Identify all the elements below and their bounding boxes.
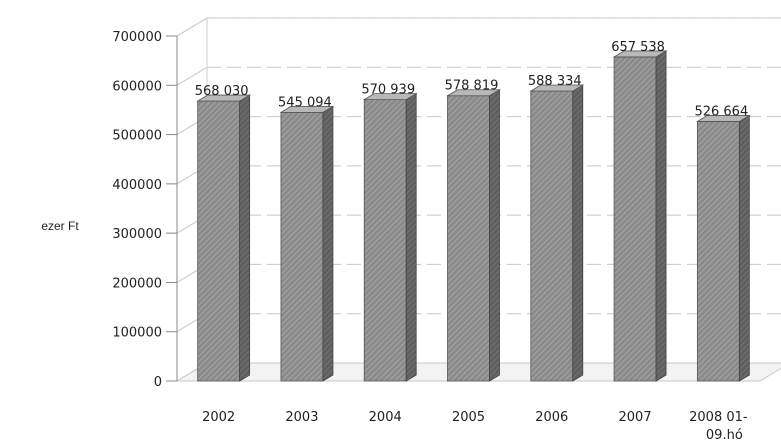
bar-front bbox=[447, 95, 490, 382]
bar bbox=[695, 114, 751, 382]
bar-front bbox=[530, 90, 574, 382]
bar bbox=[446, 89, 501, 382]
x-axis: 2002 2003 2004 2005 2006 2007 2008 01-09.hó bbox=[202, 410, 748, 443]
bar-top bbox=[695, 115, 751, 122]
y-tick-label: 0 bbox=[154, 375, 162, 390]
bar-top bbox=[196, 94, 252, 102]
x-tick-label: 2002 bbox=[202, 410, 235, 425]
x-tick-label: 2003 bbox=[285, 410, 318, 425]
bar-side bbox=[489, 89, 500, 382]
x-tick-label: 2005 bbox=[452, 410, 485, 425]
bar-top bbox=[279, 105, 335, 113]
y-axis-label: ezer Ft bbox=[41, 219, 79, 233]
data-label: 568 030 bbox=[195, 84, 249, 99]
x-tick-label: 2007 bbox=[619, 410, 652, 425]
bar-front bbox=[696, 121, 740, 382]
y-axis: 0 100000 200000 300000 400000 500000 600000 700… bbox=[112, 30, 178, 390]
data-label: 588 334 bbox=[528, 74, 582, 89]
bar bbox=[362, 92, 418, 382]
data-label: 526 664 bbox=[694, 104, 748, 119]
y-tick-label: 700000 bbox=[112, 30, 162, 45]
bar bbox=[279, 105, 335, 382]
x-tick-label: 2006 bbox=[535, 410, 568, 425]
data-label: 545 094 bbox=[278, 95, 332, 110]
bar-front bbox=[197, 100, 241, 382]
x-tick-label: 2004 bbox=[369, 410, 402, 425]
bar-front bbox=[363, 99, 407, 382]
data-labels: 568 030 545 094 570 939 578 819 588 334 657 5… bbox=[195, 40, 748, 120]
y-tick-label: 400000 bbox=[112, 178, 162, 193]
bar-front bbox=[280, 111, 324, 382]
bar-side bbox=[322, 105, 334, 382]
y-tick-label: 100000 bbox=[112, 326, 162, 341]
bar bbox=[612, 50, 668, 382]
bar-top bbox=[612, 50, 668, 58]
y-tick-label: 200000 bbox=[112, 276, 162, 291]
bar-side bbox=[738, 114, 750, 382]
bar-side bbox=[572, 84, 584, 382]
y-tick-label: 600000 bbox=[112, 79, 162, 94]
bar-top bbox=[446, 89, 501, 97]
x-tick-label: 2008 01-09.hó bbox=[689, 410, 748, 443]
gridline-depth bbox=[176, 66, 208, 86]
bar-side bbox=[239, 94, 251, 382]
data-label: 657 538 bbox=[611, 40, 665, 55]
bars bbox=[196, 50, 751, 382]
bar-top bbox=[362, 93, 418, 101]
bar bbox=[529, 84, 585, 382]
data-label: 570 939 bbox=[361, 83, 415, 98]
bar-side bbox=[655, 50, 667, 382]
bar-side bbox=[405, 92, 417, 382]
y-tick-label: 300000 bbox=[112, 227, 162, 242]
bar-top bbox=[529, 84, 585, 92]
gridline-depth bbox=[176, 17, 208, 37]
data-label: 578 819 bbox=[445, 79, 499, 94]
bar bbox=[196, 94, 252, 382]
bar-front bbox=[613, 56, 657, 382]
y-tick-label: 500000 bbox=[112, 129, 162, 144]
